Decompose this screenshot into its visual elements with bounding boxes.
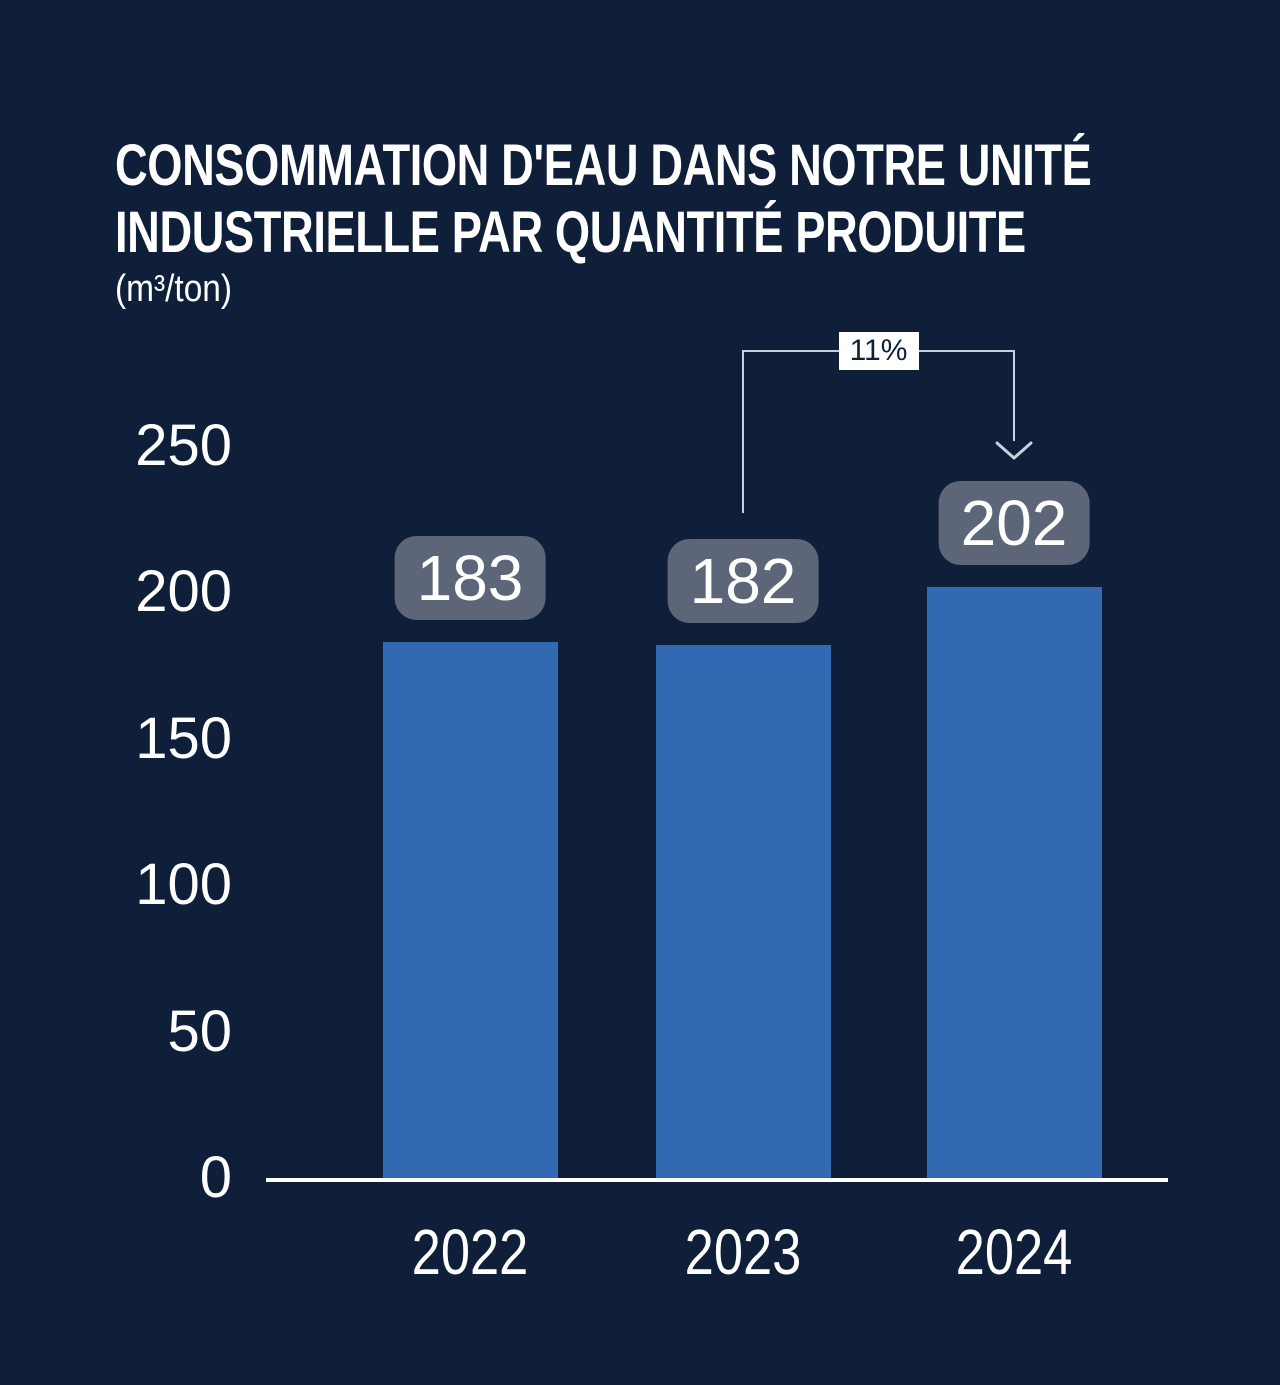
- arrow-down-icon: [994, 441, 1034, 461]
- x-axis-tick-label: 2022: [411, 1216, 529, 1288]
- y-axis-tick-label: 100: [135, 852, 232, 918]
- x-axis-tick-label: 2024: [955, 1216, 1073, 1288]
- y-axis-tick-label: 250: [135, 413, 232, 478]
- bar-value-badge: 182: [667, 539, 819, 623]
- unit-label: (m³/ton): [115, 268, 233, 310]
- bar-value-badge: 202: [938, 481, 1090, 565]
- connector-line: [1013, 350, 1015, 441]
- x-axis-line: [266, 1178, 1168, 1182]
- bar: [926, 587, 1102, 1178]
- connector-line: [742, 350, 744, 513]
- x-axis-tick-label: 2023: [684, 1216, 802, 1288]
- annotation-percent-box: 11%: [838, 332, 919, 370]
- bar-value-badge: 183: [394, 536, 546, 620]
- y-axis-tick-label: 0: [199, 1145, 232, 1210]
- y-axis-tick-label: 50: [167, 998, 232, 1064]
- chart-title-line2: INDUSTRIELLE PAR QUANTITÉ PRODUITE: [115, 200, 1026, 265]
- y-axis-tick-label: 150: [135, 705, 232, 771]
- y-axis-tick-label: 200: [135, 559, 232, 625]
- bar: [382, 642, 558, 1178]
- chart-title-line1: CONSOMMATION D'EAU DANS NOTRE UNITÉ: [115, 133, 1092, 198]
- chart-title: CONSOMMATION D'EAU DANS NOTRE UNITÉ INDU…: [115, 132, 1092, 266]
- bar: [655, 645, 831, 1178]
